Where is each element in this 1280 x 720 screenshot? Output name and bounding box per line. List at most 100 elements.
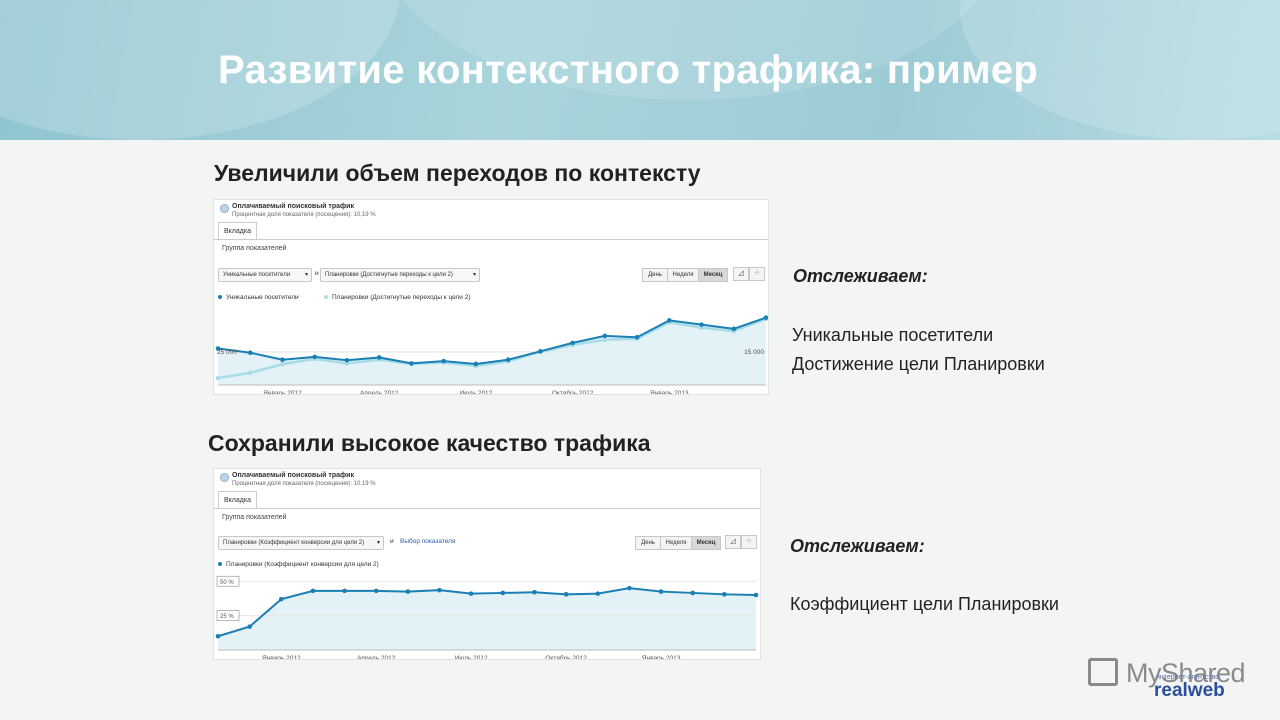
y-tick-box <box>216 610 240 621</box>
data-point <box>215 633 221 639</box>
legend-series-1: Планировки (Коэффициент конверсии для це… <box>218 561 379 568</box>
legend-dot <box>218 295 222 300</box>
data-point <box>278 596 284 602</box>
data-point <box>595 591 601 596</box>
chevron-down-icon: ▾ <box>376 540 380 546</box>
metric-select-2-value: Планировки (Достигнутые переходы к цели … <box>325 272 453 278</box>
x-tick-label: Июль 2012 <box>455 655 488 660</box>
header-banner: Развитие контекстного трафика: пример <box>0 0 1280 140</box>
data-point <box>312 354 318 360</box>
section2-heading: Сохранили высокое качество трафика <box>208 430 651 456</box>
data-point <box>763 315 768 320</box>
data-point <box>627 585 632 591</box>
quality-panel: Оплачиваемый поисковый трафик Процентная… <box>213 468 761 660</box>
series-line-1 <box>217 587 757 638</box>
pie-icon <box>220 473 229 482</box>
chart-area <box>218 588 756 650</box>
panel-title: Оплачиваемый поисковый трафик <box>232 203 354 210</box>
data-point <box>247 370 253 376</box>
y-tick-label: 50 % <box>220 580 234 586</box>
data-point <box>280 357 285 363</box>
section1-heading: Увеличили объем переходов по контексту <box>214 160 701 186</box>
data-point <box>658 589 664 594</box>
and-label: и <box>315 270 319 277</box>
y-tick-label: 25 % <box>220 614 234 620</box>
data-point <box>215 375 221 381</box>
legend-label: Планировки (Достигнутые переходы к цели … <box>332 294 471 301</box>
data-point <box>570 340 575 346</box>
data-point <box>505 357 511 363</box>
x-tick-label: Октябрь 2012 <box>545 654 587 660</box>
tab-overview[interactable]: Вкладка <box>218 491 257 508</box>
x-tick-label: Январь 2012 <box>263 390 302 395</box>
agency-tagline: интернет-агентство <box>1156 674 1220 681</box>
metric-group-label: Группа показателей <box>222 245 287 252</box>
side-heading-1: Отслеживаем: <box>793 266 928 286</box>
scatter-chart-icon[interactable]: ⁘ <box>749 267 765 281</box>
data-point <box>376 355 382 360</box>
x-tick-label: Январь 2013 <box>642 655 681 660</box>
panel-title: Оплачиваемый поисковый трафик <box>232 472 354 479</box>
data-point <box>280 361 285 367</box>
legend-dot <box>218 562 222 567</box>
data-point <box>602 333 608 339</box>
data-point <box>699 322 704 327</box>
data-point <box>468 591 474 596</box>
metric-select-1-value: Уникальные посетители <box>223 272 291 278</box>
data-point <box>500 590 506 596</box>
side-text-2: Коэффициент цели Планировки <box>790 590 1059 619</box>
data-point <box>437 587 442 593</box>
data-point <box>247 350 253 356</box>
data-point <box>690 590 696 596</box>
x-tick-label: Октябрь 2012 <box>552 389 594 395</box>
week-button[interactable]: Неделя <box>667 268 699 282</box>
x-tick-label: Апрель 2012 <box>360 390 399 395</box>
data-point <box>441 358 446 364</box>
data-point <box>634 334 640 340</box>
data-point <box>344 357 350 363</box>
legend-label: Уникальные посетители <box>226 294 299 301</box>
tab-divider <box>214 508 760 509</box>
chart-area <box>218 317 766 385</box>
data-point <box>373 588 379 594</box>
data-point <box>344 361 350 366</box>
data-point <box>247 624 252 629</box>
legend-series-2: Планировки (Достигнутые переходы к цели … <box>324 294 471 301</box>
and-label: и <box>390 538 394 545</box>
scatter-chart-icon[interactable]: ⁘ <box>741 535 757 549</box>
line-chart-icon[interactable]: ◿ <box>733 267 749 281</box>
day-button[interactable]: День <box>642 268 668 282</box>
metric-select-2[interactable]: Планировки (Достигнутые переходы к цели … <box>320 268 480 282</box>
week-button[interactable]: Неделя <box>660 536 692 550</box>
metric-select-1[interactable]: Уникальные посетители ▾ <box>218 268 312 282</box>
chevron-down-icon: ▾ <box>472 272 476 278</box>
metric-select-1-value: Планировки (Коэффициент конверсии для це… <box>223 540 365 546</box>
x-tick-label: Апрель 2012 <box>357 655 396 660</box>
metric-group-label: Группа показателей <box>222 514 287 521</box>
data-point <box>409 361 414 366</box>
slide-title: Развитие контекстного трафика: пример <box>218 48 1039 92</box>
metric-select-1[interactable]: Планировки (Коэффициент конверсии для це… <box>218 536 384 550</box>
side-line: Коэффициент цели Планировки <box>790 594 1059 614</box>
legend-label: Планировки (Коэффициент конверсии для це… <box>226 561 379 568</box>
panel-subtitle: Процентная доля показателя (посещения): … <box>232 481 376 487</box>
data-point <box>722 592 727 597</box>
traffic-chart: Январь 2012 Апрель 2012 Июль 2012 Октябрь 2… <box>215 315 768 395</box>
y-tick-box <box>216 575 240 587</box>
traffic-panel: Оплачиваемый поисковый трафик Процентная… <box>213 199 769 395</box>
choose-metric-link[interactable]: Выбор показателя <box>400 538 456 545</box>
left-axis-label: 25 000 <box>217 349 237 356</box>
panel-subtitle: Процентная доля показателя (посещения): … <box>232 212 376 218</box>
tab-overview[interactable]: Вкладка <box>218 222 257 239</box>
myshared-logo-text: MyShared <box>1126 658 1246 688</box>
line-chart-icon[interactable]: ◿ <box>725 535 741 549</box>
data-point <box>215 346 221 351</box>
month-button[interactable]: Месяц <box>698 268 728 282</box>
series-line-1 <box>217 316 767 365</box>
data-point <box>666 318 672 323</box>
pie-icon <box>220 204 229 213</box>
x-tick-label: Январь 2012 <box>262 655 301 660</box>
cart-icon <box>1088 658 1118 686</box>
month-button[interactable]: Месяц <box>691 536 721 550</box>
side-text-1: Уникальные посетители Достижение цели Пл… <box>792 321 1045 379</box>
